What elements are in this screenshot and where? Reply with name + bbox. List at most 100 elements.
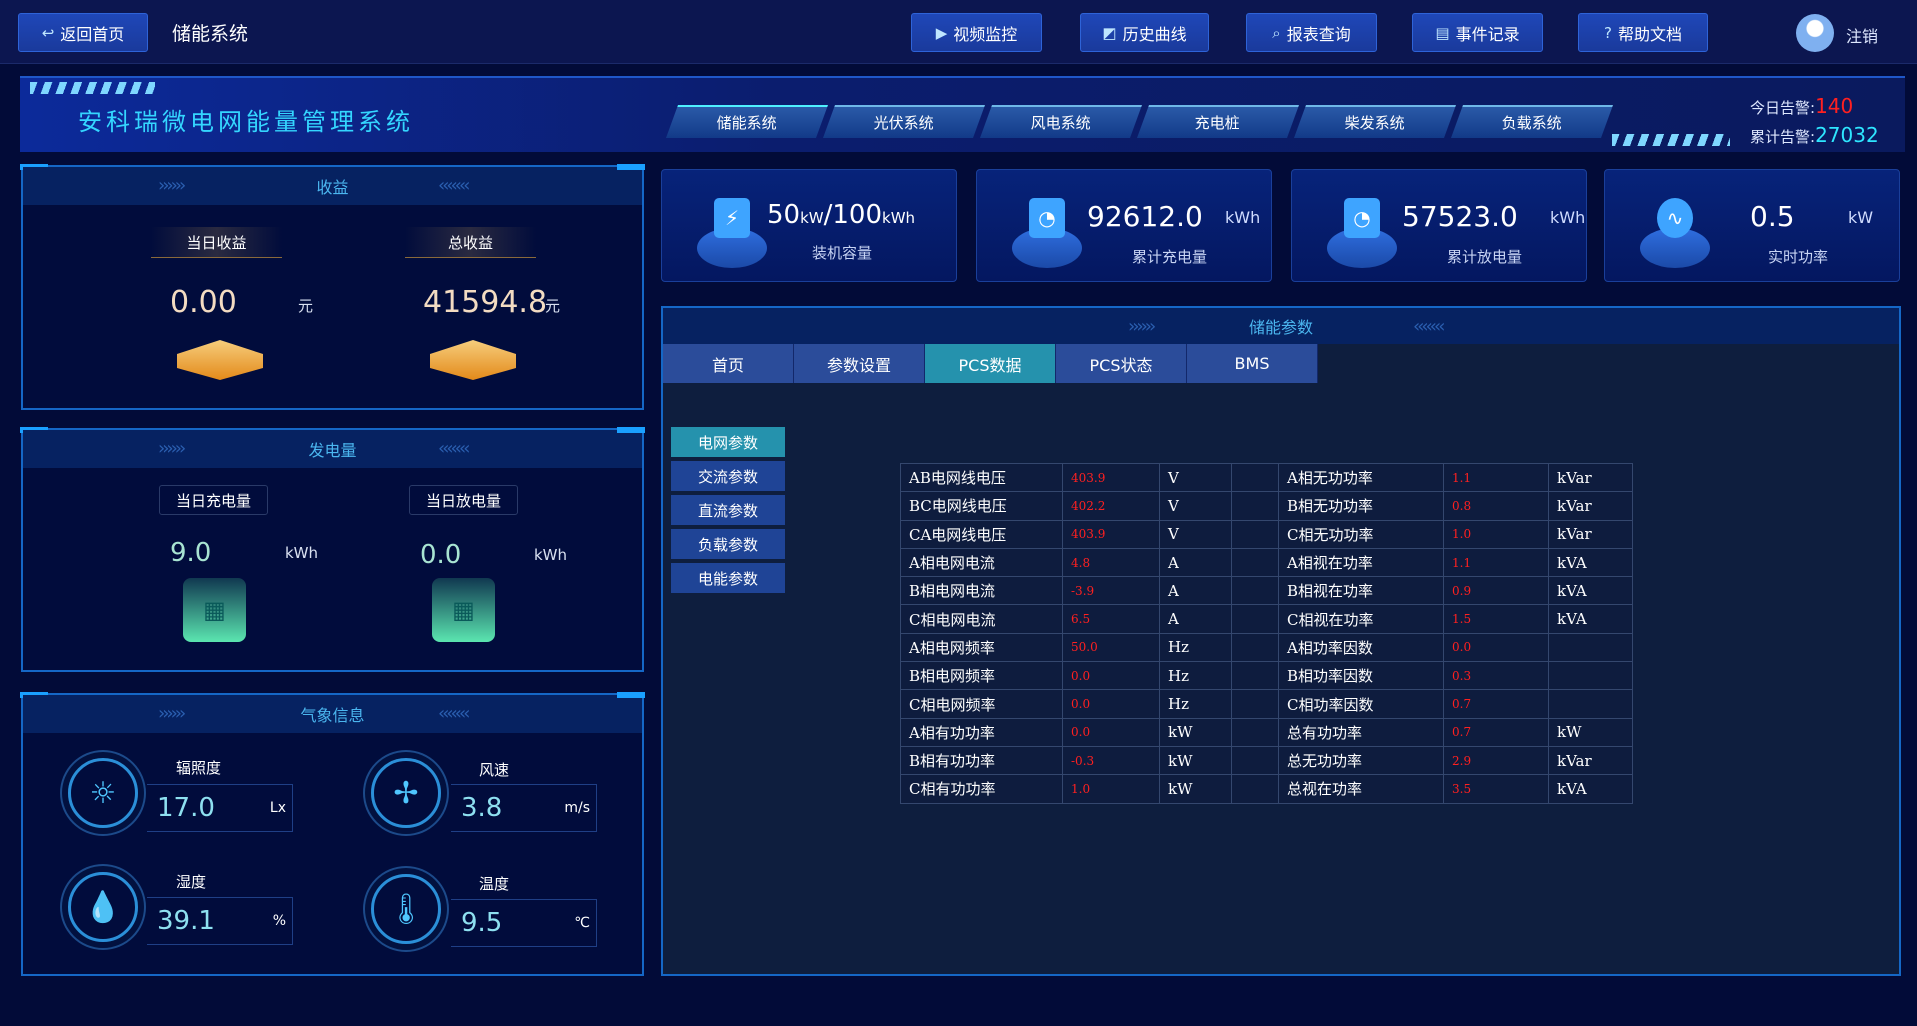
nav-tab-wind[interactable]: 风电系统 bbox=[979, 105, 1143, 138]
user-avatar[interactable] bbox=[1796, 14, 1834, 52]
nav-tab-pv[interactable]: 光伏系统 bbox=[822, 105, 986, 138]
total-alarm-value: 27032 bbox=[1815, 123, 1879, 147]
help-doc-label: 帮助文档 bbox=[1617, 24, 1682, 44]
history-curve-button[interactable]: ◩ 历史曲线 bbox=[1080, 13, 1209, 52]
calendar-icon: ▦ bbox=[432, 578, 495, 642]
total-charge-label: 累计充电量 bbox=[1132, 248, 1208, 266]
param-unit: Hz bbox=[1159, 689, 1232, 719]
temperature-box: 9.5 ℃ bbox=[451, 899, 597, 947]
param-unit: kW bbox=[1548, 717, 1633, 747]
storage-params-panel: ›››››› 储能参数 ‹‹‹‹‹‹‹ 首页 参数设置 PCS数据 PCS状态 BM… bbox=[661, 306, 1901, 976]
param-value: 0.9 bbox=[1443, 576, 1549, 606]
table-row: A相电网频率 50.0 Hz A相功率因数 0.0 bbox=[900, 632, 1633, 663]
daily-charge-unit: kWh bbox=[285, 544, 319, 562]
param-name: AB电网线电压 bbox=[900, 462, 1063, 493]
nav-tab-label: 光伏系统 bbox=[873, 114, 934, 132]
param-unit bbox=[1548, 689, 1633, 719]
param-name: CA电网线电压 bbox=[900, 519, 1063, 549]
panel-title: 收益 bbox=[316, 178, 349, 197]
param-unit bbox=[1548, 632, 1633, 663]
spacer-cell bbox=[1231, 717, 1279, 747]
table-row: AB电网线电压 403.9 V A相无功功率 1.1 kVar bbox=[900, 462, 1633, 493]
chevron-right-icon: ›››››› bbox=[158, 175, 186, 196]
param-name: BC电网线电压 bbox=[900, 491, 1063, 521]
param-name: C相视在功率 bbox=[1278, 604, 1444, 634]
param-value: 0.0 bbox=[1062, 661, 1160, 691]
param-value: 50.0 bbox=[1062, 632, 1160, 663]
side-dc-params[interactable]: 直流参数 bbox=[671, 495, 785, 525]
param-unit: kVar bbox=[1548, 745, 1633, 776]
nav-tab-label: 充电桩 bbox=[1195, 114, 1241, 132]
side-grid-params[interactable]: 电网参数 bbox=[671, 427, 785, 457]
param-value: 1.1 bbox=[1443, 462, 1549, 493]
tab-settings[interactable]: 参数设置 bbox=[794, 344, 925, 383]
table-row: B相电网电流 -3.9 A B相视在功率 0.9 kVA bbox=[900, 576, 1633, 606]
spacer-cell bbox=[1231, 604, 1279, 634]
table-row: C相电网频率 0.0 Hz C相功率因数 0.7 bbox=[900, 689, 1633, 719]
table-row: A相有功功率 0.0 kW 总有功功率 0.7 kW bbox=[900, 717, 1633, 747]
video-monitor-label: 视频监控 bbox=[953, 24, 1018, 44]
table-row: BC电网线电压 402.2 V B相无功功率 0.8 kVar bbox=[900, 491, 1633, 521]
total-alarm-label: 累计告警: bbox=[1750, 128, 1816, 146]
treasure-box-icon bbox=[430, 340, 516, 380]
today-alarm-label: 今日告警: bbox=[1750, 99, 1816, 117]
help-icon: ? bbox=[1604, 23, 1612, 42]
irradiance-value: 17.0 bbox=[157, 793, 215, 823]
total-alarm: 累计告警:27032 bbox=[1750, 123, 1879, 147]
chevron-right-icon: ›››››› bbox=[158, 703, 186, 724]
param-name: C相无功功率 bbox=[1278, 519, 1444, 549]
param-unit: A bbox=[1159, 576, 1232, 606]
temperature-label: 温度 bbox=[479, 875, 510, 893]
param-unit: kVar bbox=[1548, 491, 1633, 521]
side-energy-params[interactable]: 电能参数 bbox=[671, 563, 785, 593]
table-row: CA电网线电压 403.9 V C相无功功率 1.0 kVar bbox=[900, 519, 1633, 549]
panel-title: 气象信息 bbox=[300, 706, 365, 725]
tab-pcs-data[interactable]: PCS数据 bbox=[925, 344, 1056, 383]
panel-title: 储能参数 bbox=[1248, 318, 1313, 337]
spacer-cell bbox=[1231, 491, 1279, 521]
capacity-label: 装机容量 bbox=[812, 244, 873, 262]
daily-discharge-label: 当日放电量 bbox=[409, 485, 518, 515]
chevron-left-icon: ‹‹‹‹‹‹‹ bbox=[438, 438, 470, 459]
table-row: A相电网电流 4.8 A A相视在功率 1.1 kVA bbox=[900, 547, 1633, 578]
param-name: B相电网频率 bbox=[900, 661, 1063, 691]
param-value: 0.0 bbox=[1062, 689, 1160, 719]
nav-tab-storage[interactable]: 储能系统 bbox=[665, 105, 829, 138]
param-unit: kVar bbox=[1548, 462, 1633, 493]
total-charge-value: 92612.0 bbox=[1087, 200, 1203, 233]
side-ac-params[interactable]: 交流参数 bbox=[671, 461, 785, 491]
param-name: B相有功功率 bbox=[900, 745, 1063, 776]
logout-link[interactable]: 注销 bbox=[1846, 27, 1879, 46]
param-name: B相无功功率 bbox=[1278, 491, 1444, 521]
param-unit: V bbox=[1159, 519, 1232, 549]
tab-bms[interactable]: BMS bbox=[1187, 344, 1318, 383]
back-home-button[interactable]: ↩ 返回首页 bbox=[18, 13, 148, 52]
temperature-unit: ℃ bbox=[574, 915, 590, 931]
realtime-power-label: 实时功率 bbox=[1768, 248, 1829, 266]
help-doc-button[interactable]: ? 帮助文档 bbox=[1578, 13, 1708, 52]
nav-tab-charger[interactable]: 充电桩 bbox=[1136, 105, 1300, 138]
nav-tab-load[interactable]: 负载系统 bbox=[1450, 105, 1614, 138]
param-value: -0.3 bbox=[1062, 745, 1160, 776]
history-curve-label: 历史曲线 bbox=[1122, 24, 1187, 44]
back-home-label: 返回首页 bbox=[60, 24, 125, 44]
param-name: A相电网频率 bbox=[900, 632, 1063, 663]
chart-icon: ◩ bbox=[1102, 23, 1117, 42]
document-icon: ▤ bbox=[1435, 23, 1450, 42]
chevron-right-icon: ›››››› bbox=[1128, 316, 1156, 337]
event-log-button[interactable]: ▤ 事件记录 bbox=[1412, 13, 1543, 52]
treasure-box-icon bbox=[177, 340, 263, 380]
tab-home[interactable]: 首页 bbox=[663, 344, 794, 383]
tab-pcs-status[interactable]: PCS状态 bbox=[1056, 344, 1187, 383]
nav-tab-label: 储能系统 bbox=[716, 114, 777, 132]
param-name: B相视在功率 bbox=[1278, 576, 1444, 606]
today-alarm-value: 140 bbox=[1815, 94, 1854, 118]
pcs-data-table: AB电网线电压 403.9 V A相无功功率 1.1 kVar BC电网线电压 402.2 V B… bbox=[900, 462, 1633, 804]
video-monitor-button[interactable]: ▶ 视频监控 bbox=[911, 13, 1042, 52]
total-charge-unit: kWh bbox=[1225, 208, 1261, 227]
param-value: 403.9 bbox=[1062, 519, 1160, 549]
side-load-params[interactable]: 负载参数 bbox=[671, 529, 785, 559]
report-query-button[interactable]: ⌕ 报表查询 bbox=[1246, 13, 1377, 52]
nav-tab-diesel[interactable]: 柴发系统 bbox=[1293, 105, 1457, 138]
param-name: A相有功功率 bbox=[900, 717, 1063, 747]
